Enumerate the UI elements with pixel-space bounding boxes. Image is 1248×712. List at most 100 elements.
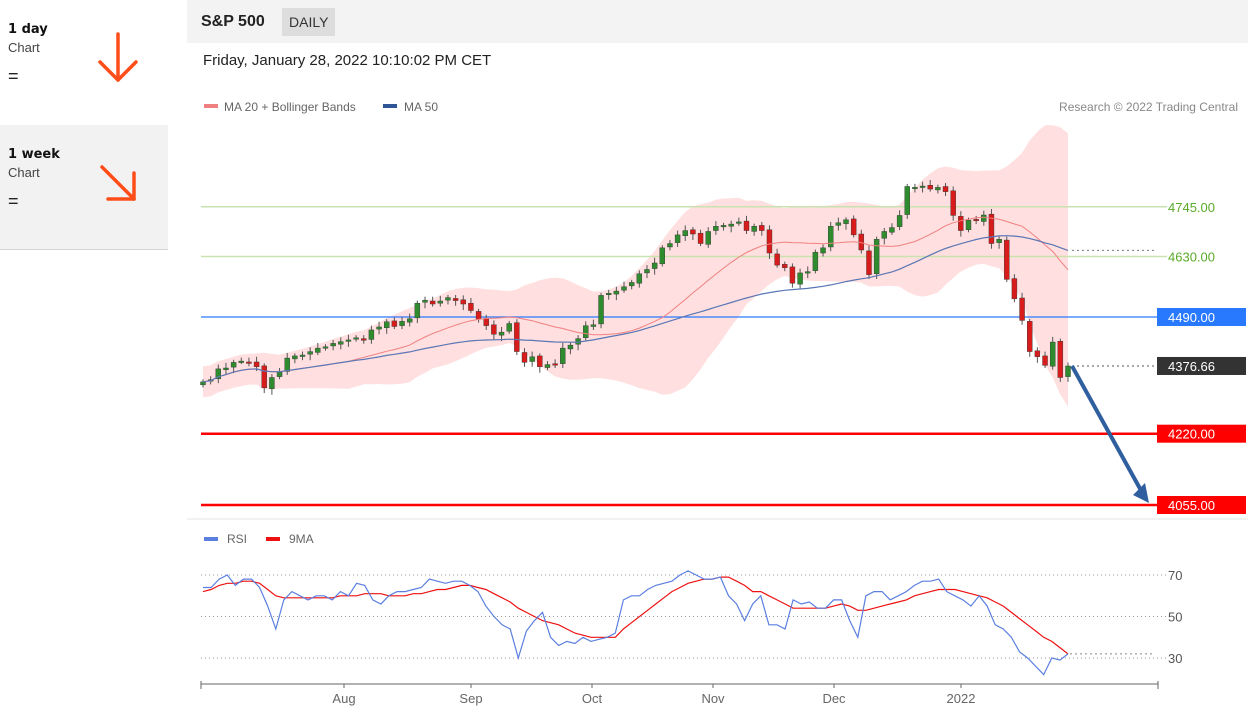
candle-body [613, 290, 620, 295]
arrow-down-shape [98, 32, 138, 82]
ma50-line [202, 235, 1069, 383]
candle-body [514, 322, 520, 352]
timeframe-1day[interactable]: 1 day Chart = [0, 0, 168, 124]
candle-body [560, 347, 566, 364]
arrow-down-right-icon [100, 165, 136, 201]
target-arrow-line [1070, 365, 1145, 495]
candle-body [1057, 341, 1064, 378]
candle-body [276, 372, 283, 377]
candle-body [981, 214, 987, 222]
candle-body [667, 243, 673, 248]
candle-body [345, 339, 352, 342]
candle-body [766, 229, 773, 254]
candle-body [713, 226, 719, 231]
candle-body [544, 364, 551, 368]
candle-body [284, 357, 290, 372]
candle-body [491, 324, 497, 335]
candle-body [942, 186, 949, 192]
candle-body [590, 324, 597, 327]
candle-body [1065, 365, 1071, 377]
candle-body [935, 187, 941, 191]
candle-body [437, 300, 444, 304]
timeframe-title: 1 day [8, 22, 48, 37]
timeframe-subtitle: Chart [8, 40, 40, 55]
chart-datetime: Friday, January 28, 2022 10:10:02 PM CET [203, 52, 492, 69]
chart-header: S&P 500 DAILY [187, 0, 1248, 43]
candle-body [659, 247, 665, 265]
price-chart[interactable]: 4745.00 4630.00 4490.00 4220.00 4055.00 4376.… [187, 0, 1248, 712]
candle-body [820, 247, 826, 254]
candle-body [782, 264, 788, 268]
candle-body [973, 219, 979, 222]
candle-body [353, 337, 359, 340]
current-price-box [1157, 356, 1246, 375]
x-tick-label: Sep [459, 691, 482, 706]
candle-body [537, 355, 543, 367]
candle-body [636, 273, 643, 284]
candle-body [850, 218, 857, 236]
candle-body [521, 352, 528, 363]
level-label: 4490.00 [1168, 310, 1215, 325]
candle-body [399, 321, 405, 326]
candle-body [797, 272, 803, 285]
timeframe-title: 1 week [8, 147, 60, 162]
legend-label: MA 20 + Bollinger Bands [224, 100, 356, 114]
candle-body [261, 365, 267, 389]
candle-body [475, 311, 482, 320]
symbol-name: S&P 500 [201, 13, 265, 30]
candle-body [552, 363, 558, 366]
candle-body [728, 223, 734, 227]
candle-body [1049, 341, 1056, 367]
candle-body [743, 220, 750, 231]
candle-body [238, 360, 244, 363]
candle-body [384, 321, 390, 329]
candle-body [835, 222, 842, 226]
rsi-line [203, 570, 1069, 676]
rsi-ma-line [202, 576, 1069, 655]
rsi-tick-label: 70 [1168, 568, 1182, 583]
timeframe-1week[interactable]: 1 week Chart = [0, 125, 168, 250]
bollinger-band [203, 125, 1068, 407]
candle-body [376, 326, 382, 330]
current-price-label: 4376.66 [1168, 359, 1215, 374]
arrow-down-right-shape [100, 165, 136, 201]
candle-body [246, 361, 252, 364]
candle-body [805, 271, 811, 274]
candle-body [927, 184, 933, 190]
candle-body [269, 377, 275, 389]
candle-body [812, 251, 819, 271]
candle-body [1019, 297, 1025, 321]
candle-body [904, 186, 910, 215]
candle-body [950, 190, 956, 216]
x-tick-label: Dec [822, 691, 846, 706]
candle-body [827, 226, 834, 248]
candle-body [1011, 278, 1018, 300]
level-label: 4220.00 [1168, 427, 1215, 442]
period-selector[interactable]: DAILY [282, 8, 336, 36]
level-label: 4055.00 [1168, 498, 1215, 513]
candle-body [215, 368, 222, 380]
x-tick-label: Aug [332, 691, 355, 706]
candle-body [873, 239, 880, 274]
candle-body [919, 185, 926, 188]
candle-body [361, 338, 367, 341]
level-label-box [1157, 308, 1246, 326]
x-tick-label: Nov [701, 691, 725, 706]
x-tick-label: 2022 [947, 691, 976, 706]
candle-body [452, 298, 459, 301]
candle-body [406, 318, 413, 323]
candle-body [866, 250, 872, 275]
candle-body [322, 346, 329, 349]
candle-body [988, 213, 995, 244]
candle-body [774, 253, 780, 266]
level-label: 4745.00 [1168, 200, 1215, 215]
candle-body [567, 344, 574, 350]
candle-body [583, 325, 589, 338]
rsi-tick-label: 50 [1168, 610, 1182, 625]
candle-body [200, 381, 206, 386]
chart-panel: S&P 500 DAILY Friday, January 28, 2022 1… [187, 0, 1248, 712]
candle-body [621, 286, 627, 291]
candle-body [896, 215, 903, 227]
candle-body [682, 230, 688, 236]
candle-body [299, 354, 306, 357]
